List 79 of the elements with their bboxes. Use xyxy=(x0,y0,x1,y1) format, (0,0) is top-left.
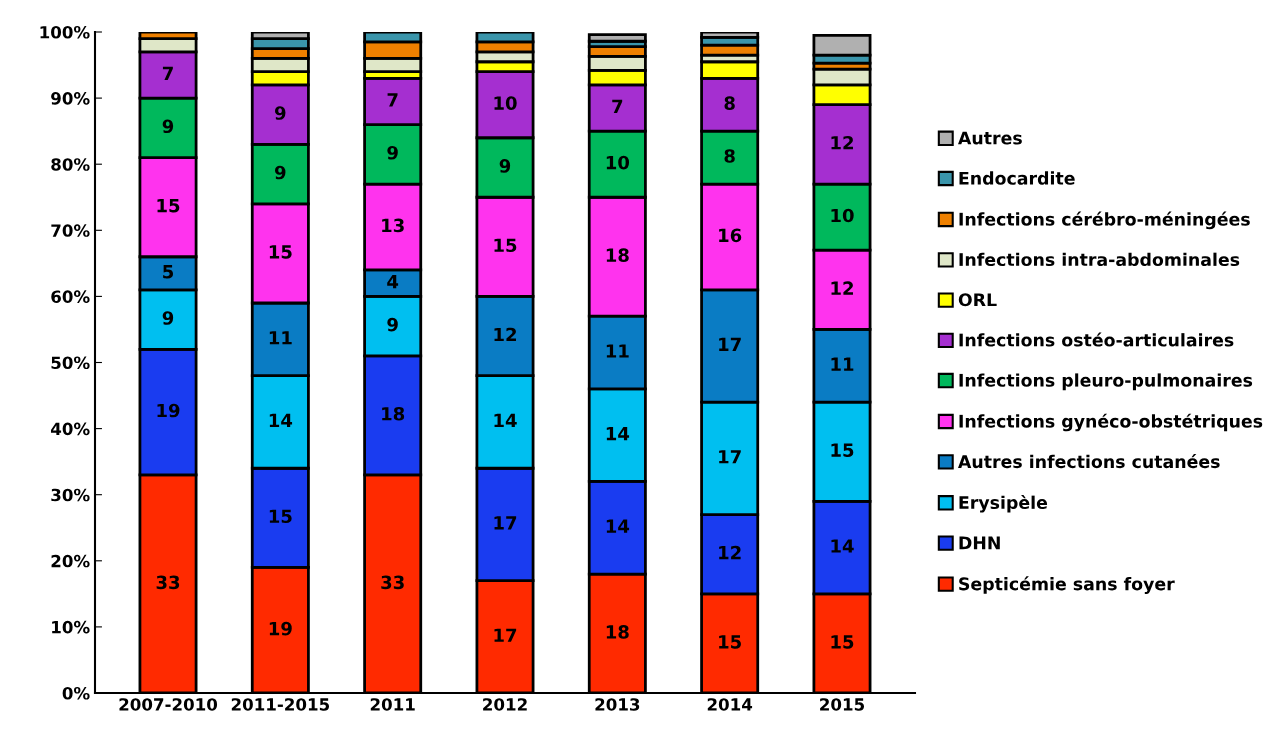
x-tick-label: 2015 xyxy=(820,698,865,711)
legend-label: Infections cérébro-méningées xyxy=(959,211,1250,230)
legend-label: Infections ostéo-articulaires xyxy=(959,332,1234,347)
data-label: 11 xyxy=(606,344,629,358)
data-label: 14 xyxy=(606,427,630,441)
y-tick-label: 80% xyxy=(51,158,90,171)
data-label: 19 xyxy=(269,621,292,636)
legend-label: Septicémie sans foyer xyxy=(959,576,1175,594)
legend-label: Autres infections cutanées xyxy=(958,454,1220,469)
data-label: 33 xyxy=(381,575,404,590)
legend-label: Infections intra-abdominales xyxy=(959,252,1240,267)
data-label: 19 xyxy=(157,403,180,418)
data-label: 15 xyxy=(494,238,517,253)
data-label: 17 xyxy=(494,516,517,530)
legend-label: DHN xyxy=(959,536,1000,550)
y-tick-label: 40% xyxy=(51,422,90,436)
data-label: 9 xyxy=(274,106,286,120)
data-label: 15 xyxy=(719,635,741,649)
data-label: 16 xyxy=(719,228,742,243)
legend-label: Infections gynéco-obstétriques xyxy=(959,413,1263,432)
y-tick-label: 90% xyxy=(51,92,90,105)
data-label: 18 xyxy=(382,406,405,421)
data-label: 10 xyxy=(494,96,517,110)
x-tick-label: 2007-2010 xyxy=(119,698,218,711)
y-tick-label: 30% xyxy=(51,488,90,502)
data-label: 11 xyxy=(269,331,292,345)
data-label: 10 xyxy=(831,208,854,223)
y-tick-label: 70% xyxy=(51,224,90,237)
data-label: 9 xyxy=(387,317,398,332)
data-label: 9 xyxy=(499,159,511,173)
legend-label: Endocardite xyxy=(959,171,1075,185)
y-tick-label: 60% xyxy=(51,290,90,303)
data-label: 7 xyxy=(612,99,623,113)
data-label: 9 xyxy=(387,145,398,160)
data-label: 12 xyxy=(831,135,853,150)
data-label: 15 xyxy=(157,198,180,213)
x-tick-label: 2012 xyxy=(483,698,527,711)
data-label: 17 xyxy=(719,450,741,464)
data-label: 17 xyxy=(719,337,741,351)
y-tick-label: 0% xyxy=(62,686,90,700)
y-tick-label: 100% xyxy=(40,25,90,39)
data-label: 15 xyxy=(269,509,292,524)
x-tick-label: 2013 xyxy=(595,698,640,711)
data-label: 18 xyxy=(606,625,629,639)
data-label: 9 xyxy=(274,165,286,180)
data-label: 8 xyxy=(724,149,735,163)
data-label: 14 xyxy=(494,413,517,427)
data-label: 8 xyxy=(724,96,735,110)
data-label: 14 xyxy=(606,519,630,533)
data-label: 5 xyxy=(163,265,174,279)
data-label: 11 xyxy=(831,357,854,371)
data-label: 12 xyxy=(494,327,516,342)
data-label: 9 xyxy=(162,311,174,325)
data-label: 15 xyxy=(269,245,292,259)
data-label: 15 xyxy=(831,635,854,649)
data-label: 18 xyxy=(606,248,629,262)
x-tick-label: 2011-2015 xyxy=(231,698,330,711)
data-label: 17 xyxy=(494,628,517,642)
data-label: 13 xyxy=(382,218,404,233)
legend-label: Infections pleuro-pulmonaires xyxy=(959,373,1253,391)
y-tick-label: 20% xyxy=(51,554,90,568)
data-label: 15 xyxy=(831,443,854,457)
data-label: 4 xyxy=(387,275,399,289)
data-label: 7 xyxy=(162,66,173,80)
legend-label: Autres xyxy=(958,131,1022,145)
data-label: 10 xyxy=(606,155,630,170)
legend-label: Erysipèle xyxy=(959,494,1048,513)
data-label: 14 xyxy=(831,539,854,553)
data-label: 14 xyxy=(269,413,293,427)
data-label: 12 xyxy=(831,281,853,295)
y-tick-label: 10% xyxy=(52,620,90,634)
data-label: 12 xyxy=(719,545,741,560)
data-label: 9 xyxy=(162,119,174,134)
legend-label: ORL xyxy=(958,293,997,307)
data-label: 33 xyxy=(156,575,180,590)
x-tick-label: 2014 xyxy=(707,698,753,711)
x-tick-label: 2011 xyxy=(370,698,415,711)
y-tick-label: 50% xyxy=(51,356,90,370)
data-label: 7 xyxy=(387,93,398,107)
